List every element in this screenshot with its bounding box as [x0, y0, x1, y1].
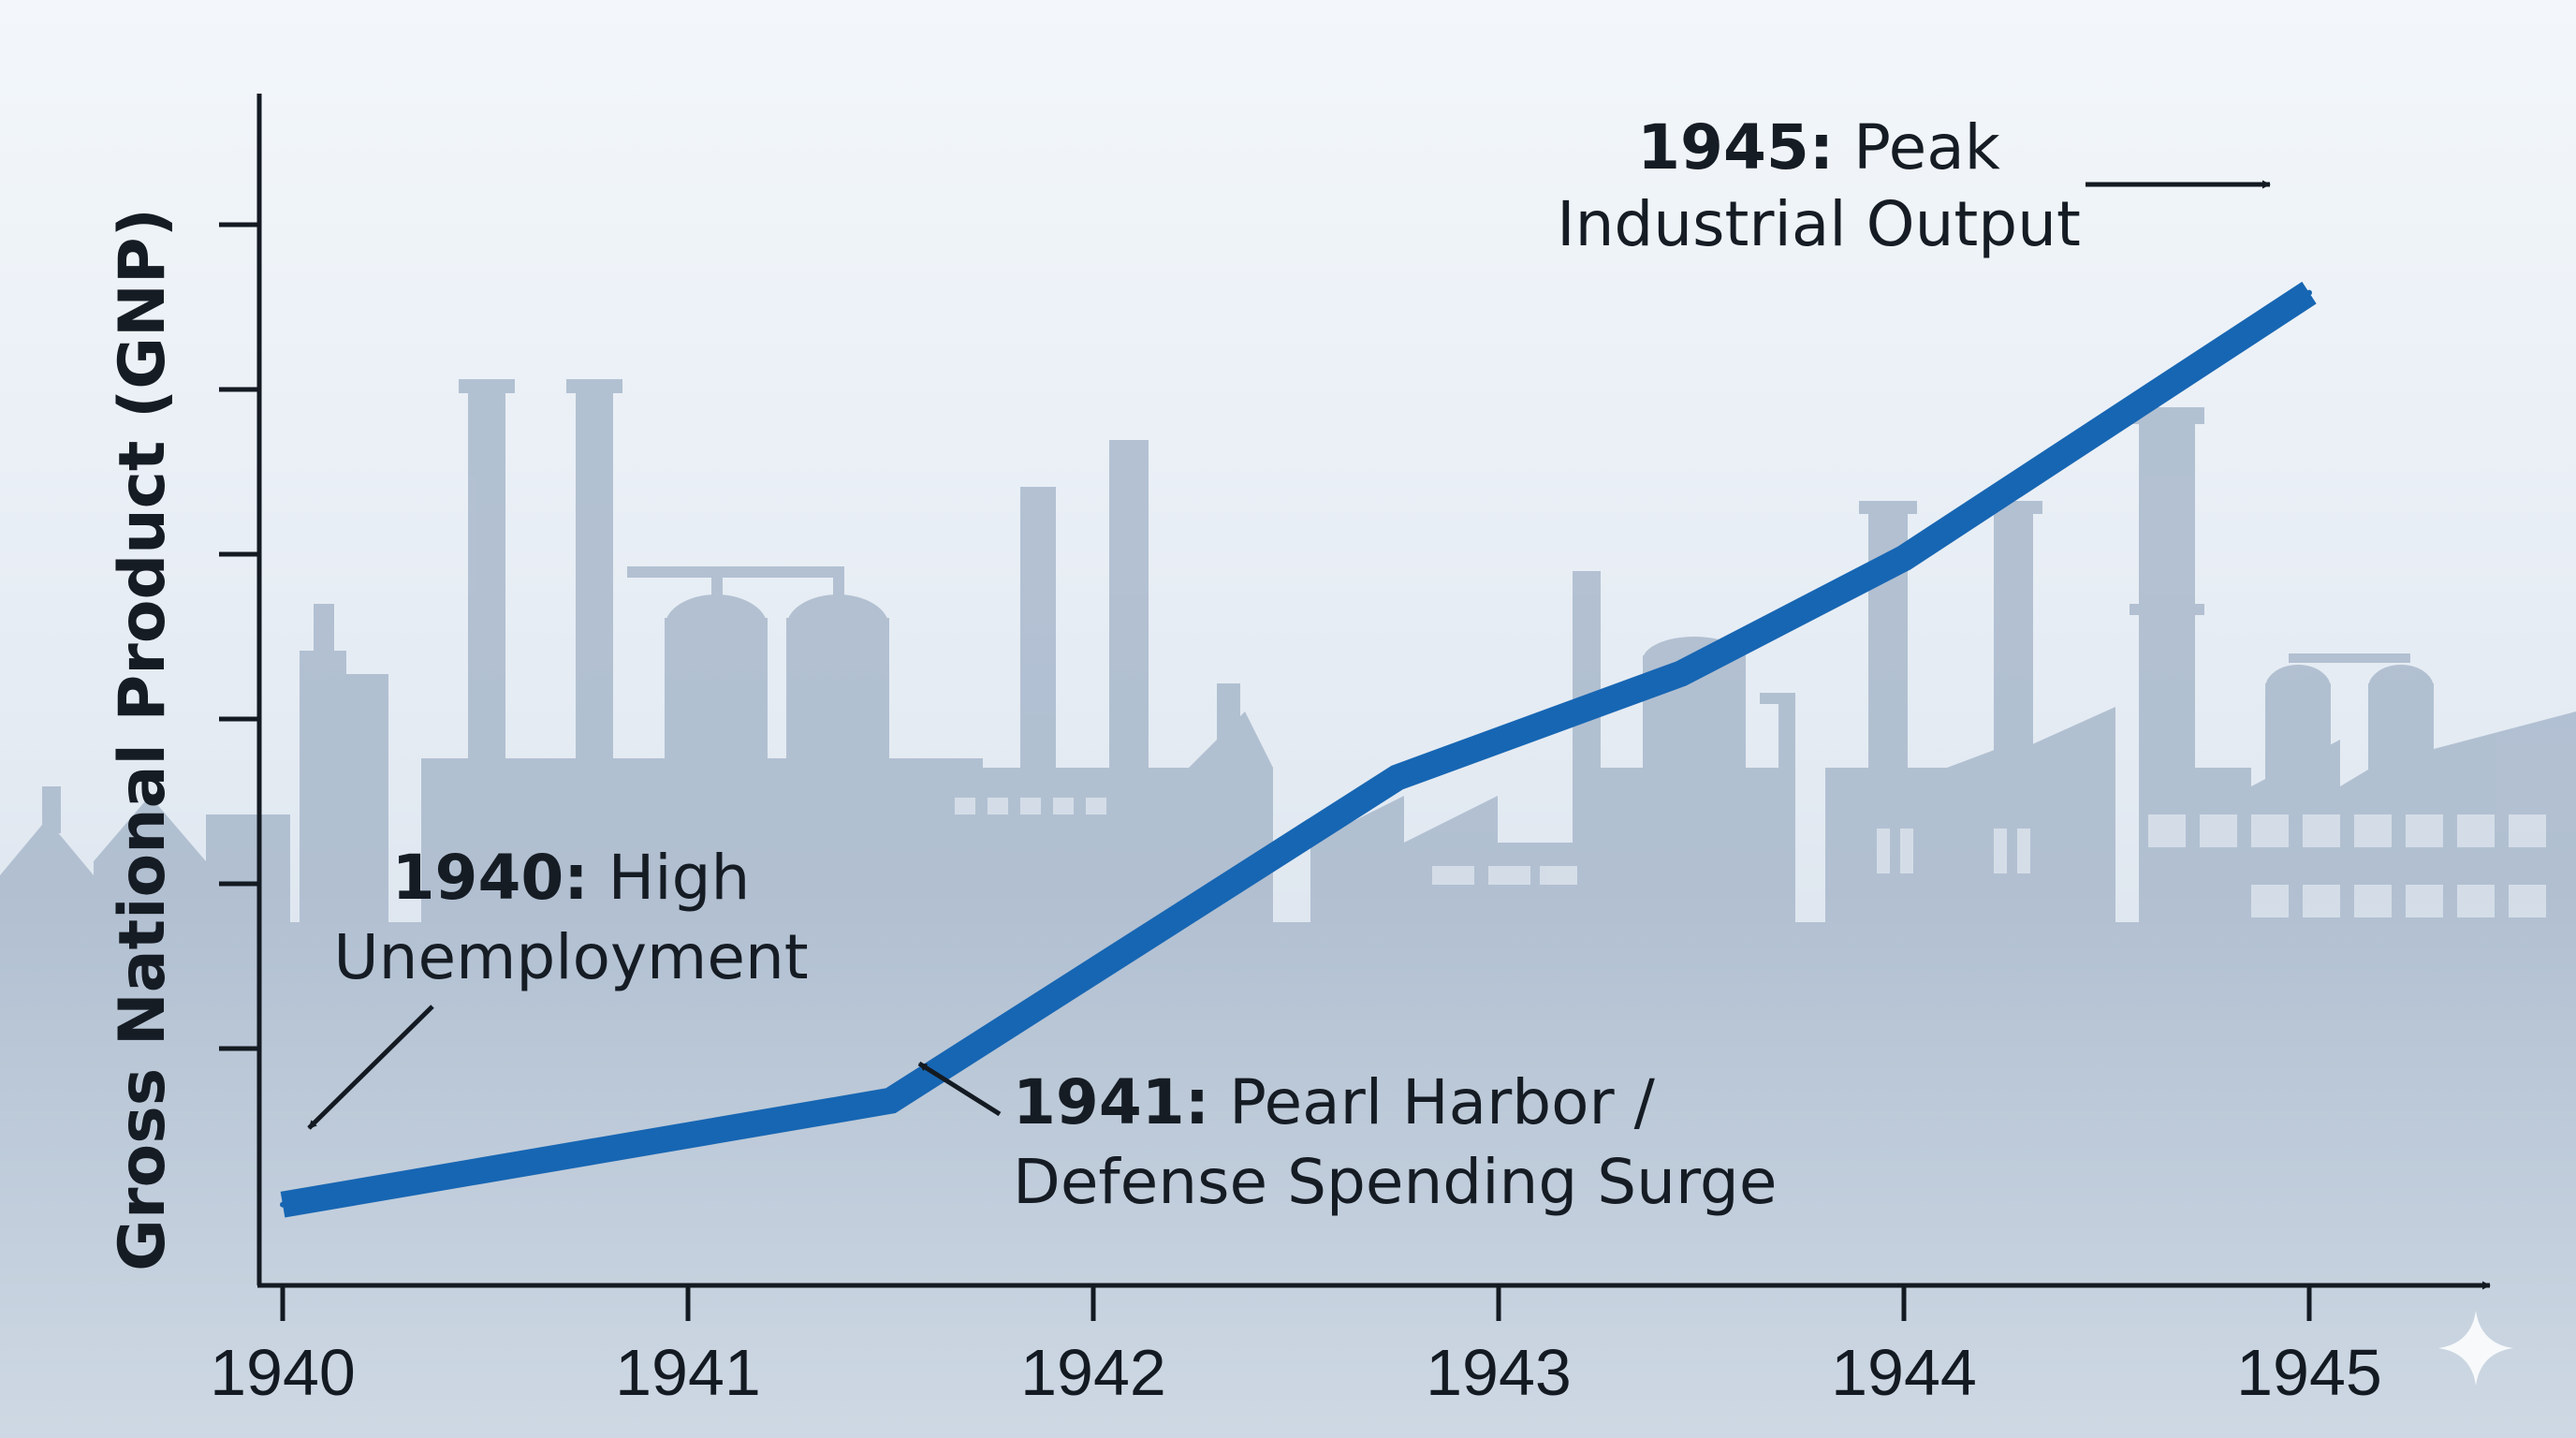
gnp-series-line	[280, 281, 2317, 1218]
x-tick-label-1941: 1941	[615, 1336, 761, 1409]
x-tick-marks: 1940 1941 1942 1943 1944 1945	[210, 1285, 2382, 1409]
annotation-1941-line1: Pearl Harbor /	[1209, 1066, 1656, 1138]
x-tick-label-1942: 1942	[1020, 1336, 1166, 1409]
sparkle-icon	[2438, 1311, 2513, 1386]
x-tick-label-1943: 1943	[1426, 1336, 1572, 1409]
annotation-1940-line1: High	[589, 842, 751, 914]
svg-text:1941: Pearl Harbor /: 1941: Pearl Harbor /	[1013, 1066, 1656, 1138]
annotation-1940-line2: Unemployment	[333, 921, 808, 993]
svg-text:1940: High: 1940: High	[392, 842, 751, 914]
x-tick-label-1944: 1944	[1831, 1336, 1977, 1409]
gnp-point-3	[1677, 670, 1684, 677]
annotation-1945: 1945: Peak Industrial Output	[1557, 111, 2271, 260]
fog-overlay	[0, 889, 2576, 1438]
annotation-1940: 1940: High Unemployment	[307, 842, 809, 1130]
gnp-point-1	[887, 1097, 894, 1104]
gnp-point-0	[280, 1201, 285, 1208]
annotation-1940-arrow	[307, 1005, 434, 1130]
annotation-1945-line2: Industrial Output	[1557, 188, 2081, 260]
y-axis-title: Gross National Product (GNP)	[106, 208, 180, 1271]
gnp-point-2	[1394, 774, 1400, 781]
gnp-point-4	[1901, 555, 1907, 562]
svg-text:1945: Peak: 1945: Peak	[1637, 111, 2001, 183]
x-tick-label-1945: 1945	[2236, 1336, 2382, 1409]
annotation-1940-year: 1940:	[392, 842, 589, 914]
annotation-1945-line1: Peak	[1834, 111, 2000, 183]
gnp-point-5	[2306, 289, 2312, 296]
annotation-1941-line2: Defense Spending Surge	[1013, 1146, 1777, 1218]
annotation-1941-arrow	[917, 1061, 1002, 1117]
gnp-series-points	[280, 289, 2312, 1208]
annotation-1941-year: 1941:	[1013, 1066, 1209, 1138]
annotation-1945-year: 1945:	[1637, 111, 1834, 183]
y-tick-marks	[219, 222, 259, 1051]
annotation-1941: 1941: Pearl Harbor / Defense Spending Su…	[917, 1061, 1777, 1218]
x-tick-label-1940: 1940	[210, 1336, 356, 1409]
